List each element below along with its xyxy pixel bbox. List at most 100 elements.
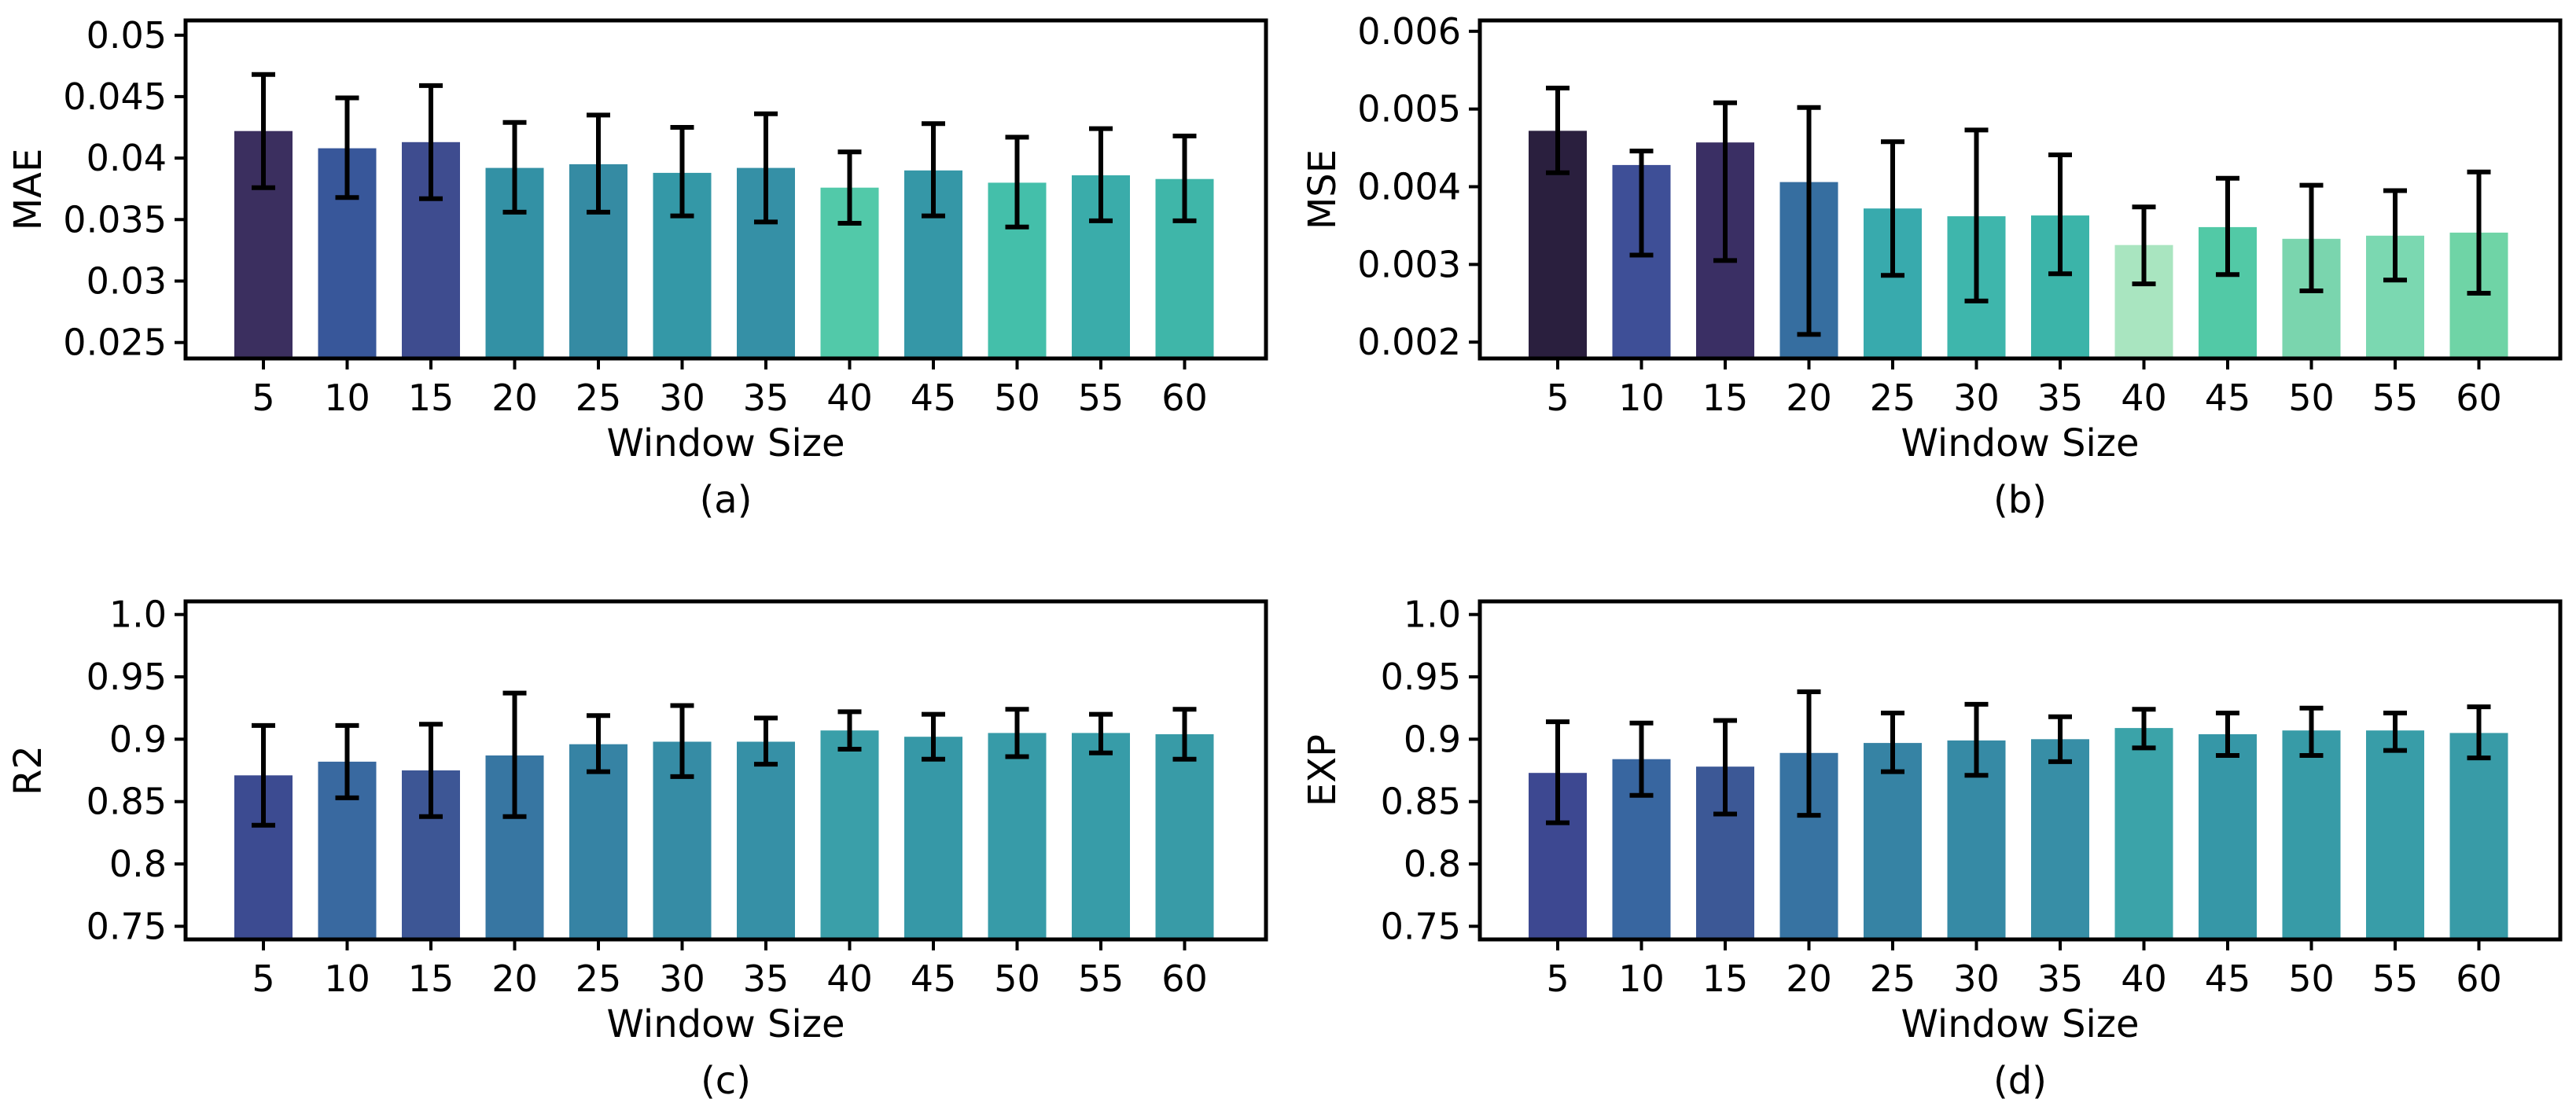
axes-frame-a xyxy=(183,18,1268,361)
x-tick-label-d-50: 50 xyxy=(2288,957,2335,1000)
error-bar-b-55 xyxy=(2383,188,2407,283)
x-tick-label-b-55: 55 xyxy=(2372,377,2419,419)
x-axis-label-c: Window Size xyxy=(606,1002,845,1046)
y-tick-label-c-0: 0.75 xyxy=(86,905,167,947)
y-axis-label-a: MAE xyxy=(6,149,50,231)
panel-d: 0.75 0.8 0.85 0.9 0.95 1.0 5 10 15 20 25 30 35 40 45 50… xyxy=(1301,594,2563,1099)
x-tick-label-a-45: 45 xyxy=(911,377,957,419)
x-tick-label-c-35: 35 xyxy=(743,957,789,1000)
y-tick-label-c-2: 0.85 xyxy=(86,781,167,823)
y-tick-label-b-5: 0.006 xyxy=(1357,10,1461,53)
y-tick-label-d-5: 1.0 xyxy=(1404,594,1461,636)
error-bar-b-50 xyxy=(2299,182,2324,293)
x-tick-label-c-50: 50 xyxy=(994,957,1040,1000)
x-tick-label-d-40: 40 xyxy=(2121,957,2167,1000)
error-bar-d-55 xyxy=(2383,711,2407,753)
y-tick-label-b-1: 0.003 xyxy=(1357,243,1461,285)
x-tick-label-c-45: 45 xyxy=(911,957,957,1000)
y-tick-label-a-0: 0.025 xyxy=(63,322,167,364)
y-tick-label-d-2: 0.85 xyxy=(1381,781,1461,823)
bar-c-25 xyxy=(569,744,627,939)
x-tick-label-b-25: 25 xyxy=(1870,377,1916,419)
y-tick-label-c-5: 1.0 xyxy=(109,594,167,636)
x-tick-label-b-35: 35 xyxy=(2037,377,2084,419)
bar-d-55 xyxy=(2366,730,2424,939)
x-tick-label-c-5: 5 xyxy=(252,957,274,1000)
error-bar-b-25 xyxy=(1881,139,1904,278)
error-bar-b-40 xyxy=(2132,204,2156,287)
bar-c-55 xyxy=(1072,733,1130,939)
y-axis-label-d: EXP xyxy=(1301,734,1345,807)
bar-d-60 xyxy=(2449,733,2508,939)
error-bar-b-30 xyxy=(1964,127,1989,303)
error-bar-c-55 xyxy=(1089,711,1113,755)
error-bar-a-40 xyxy=(837,149,862,226)
error-bar-a-25 xyxy=(587,112,610,215)
y-tick-label-a-5: 0.05 xyxy=(86,14,167,57)
error-bar-a-30 xyxy=(670,125,694,219)
bar-c-45 xyxy=(904,737,962,939)
panel-caption-c: (c) xyxy=(701,1059,751,1099)
axes-frame-d xyxy=(1478,599,2563,942)
error-bar-d-30 xyxy=(1964,701,1989,778)
error-bar-b-5 xyxy=(1546,86,1570,175)
x-axis-label-a: Window Size xyxy=(606,421,845,465)
error-bar-d-15 xyxy=(1713,718,1737,817)
bar-d-25 xyxy=(1864,743,1922,939)
x-axis-label-d: Window Size xyxy=(1901,1002,2139,1046)
x-tick-label-a-10: 10 xyxy=(324,377,370,419)
error-bar-c-25 xyxy=(587,713,610,774)
error-bar-d-10 xyxy=(1629,720,1654,798)
x-tick-label-c-25: 25 xyxy=(576,957,622,1000)
error-bar-b-35 xyxy=(2048,153,2072,277)
bar-d-35 xyxy=(2031,739,2089,939)
x-tick-label-b-50: 50 xyxy=(2288,377,2335,419)
y-axis-label-b: MSE xyxy=(1301,149,1345,230)
x-tick-label-c-55: 55 xyxy=(1078,957,1124,1000)
error-bar-d-5 xyxy=(1546,719,1570,825)
x-tick-label-a-25: 25 xyxy=(576,377,622,419)
x-tick-label-a-5: 5 xyxy=(252,377,274,419)
panel-c: 0.75 0.8 0.85 0.9 0.95 1.0 5 10 15 20 25 30 35 40 45 50… xyxy=(6,594,1268,1099)
error-bar-a-20 xyxy=(502,119,527,215)
x-tick-label-b-45: 45 xyxy=(2205,377,2251,419)
y-tick-label-a-2: 0.035 xyxy=(63,198,167,241)
error-bar-a-10 xyxy=(335,95,359,200)
x-tick-label-a-55: 55 xyxy=(1078,377,1124,419)
bar-d-45 xyxy=(2199,734,2257,939)
error-bar-d-60 xyxy=(2467,704,2491,761)
y-tick-label-d-3: 0.9 xyxy=(1404,718,1461,760)
x-tick-label-b-60: 60 xyxy=(2456,377,2502,419)
error-bar-a-5 xyxy=(252,72,275,190)
y-tick-label-b-3: 0.004 xyxy=(1357,166,1461,208)
x-tick-label-d-35: 35 xyxy=(2037,957,2084,1000)
x-tick-label-b-20: 20 xyxy=(1786,377,1832,419)
error-bar-c-60 xyxy=(1172,707,1197,762)
y-tick-label-d-1: 0.8 xyxy=(1404,843,1461,885)
x-tick-label-d-55: 55 xyxy=(2372,957,2419,1000)
error-bar-a-15 xyxy=(419,83,443,201)
x-tick-label-c-30: 30 xyxy=(659,957,705,1000)
error-bar-d-35 xyxy=(2048,714,2072,764)
error-bar-a-60 xyxy=(1172,134,1197,223)
x-tick-label-a-35: 35 xyxy=(743,377,789,419)
error-bar-c-45 xyxy=(922,711,945,762)
x-tick-label-b-10: 10 xyxy=(1618,377,1665,419)
y-tick-label-b-0: 0.002 xyxy=(1357,321,1461,363)
x-tick-label-d-15: 15 xyxy=(1702,957,1749,1000)
error-bar-d-50 xyxy=(2299,705,2324,758)
x-tick-label-a-60: 60 xyxy=(1161,377,1208,419)
error-bar-b-45 xyxy=(2216,175,2239,278)
y-tick-label-c-3: 0.9 xyxy=(109,718,167,760)
y-tick-label-d-0: 0.75 xyxy=(1381,905,1461,947)
panel-a: 0.025 0.03 0.035 0.04 0.045 0.05 5 10 15 20 25 30 35… xyxy=(6,14,1268,522)
error-bar-d-20 xyxy=(1797,689,1821,818)
x-tick-label-d-10: 10 xyxy=(1618,957,1665,1000)
x-tick-label-c-20: 20 xyxy=(491,957,538,1000)
error-bar-d-25 xyxy=(1881,711,1904,774)
error-bar-a-55 xyxy=(1089,126,1113,223)
y-tick-label-b-2: 0.004 xyxy=(1357,166,1461,208)
y-axis-label-c: R2 xyxy=(6,745,50,796)
